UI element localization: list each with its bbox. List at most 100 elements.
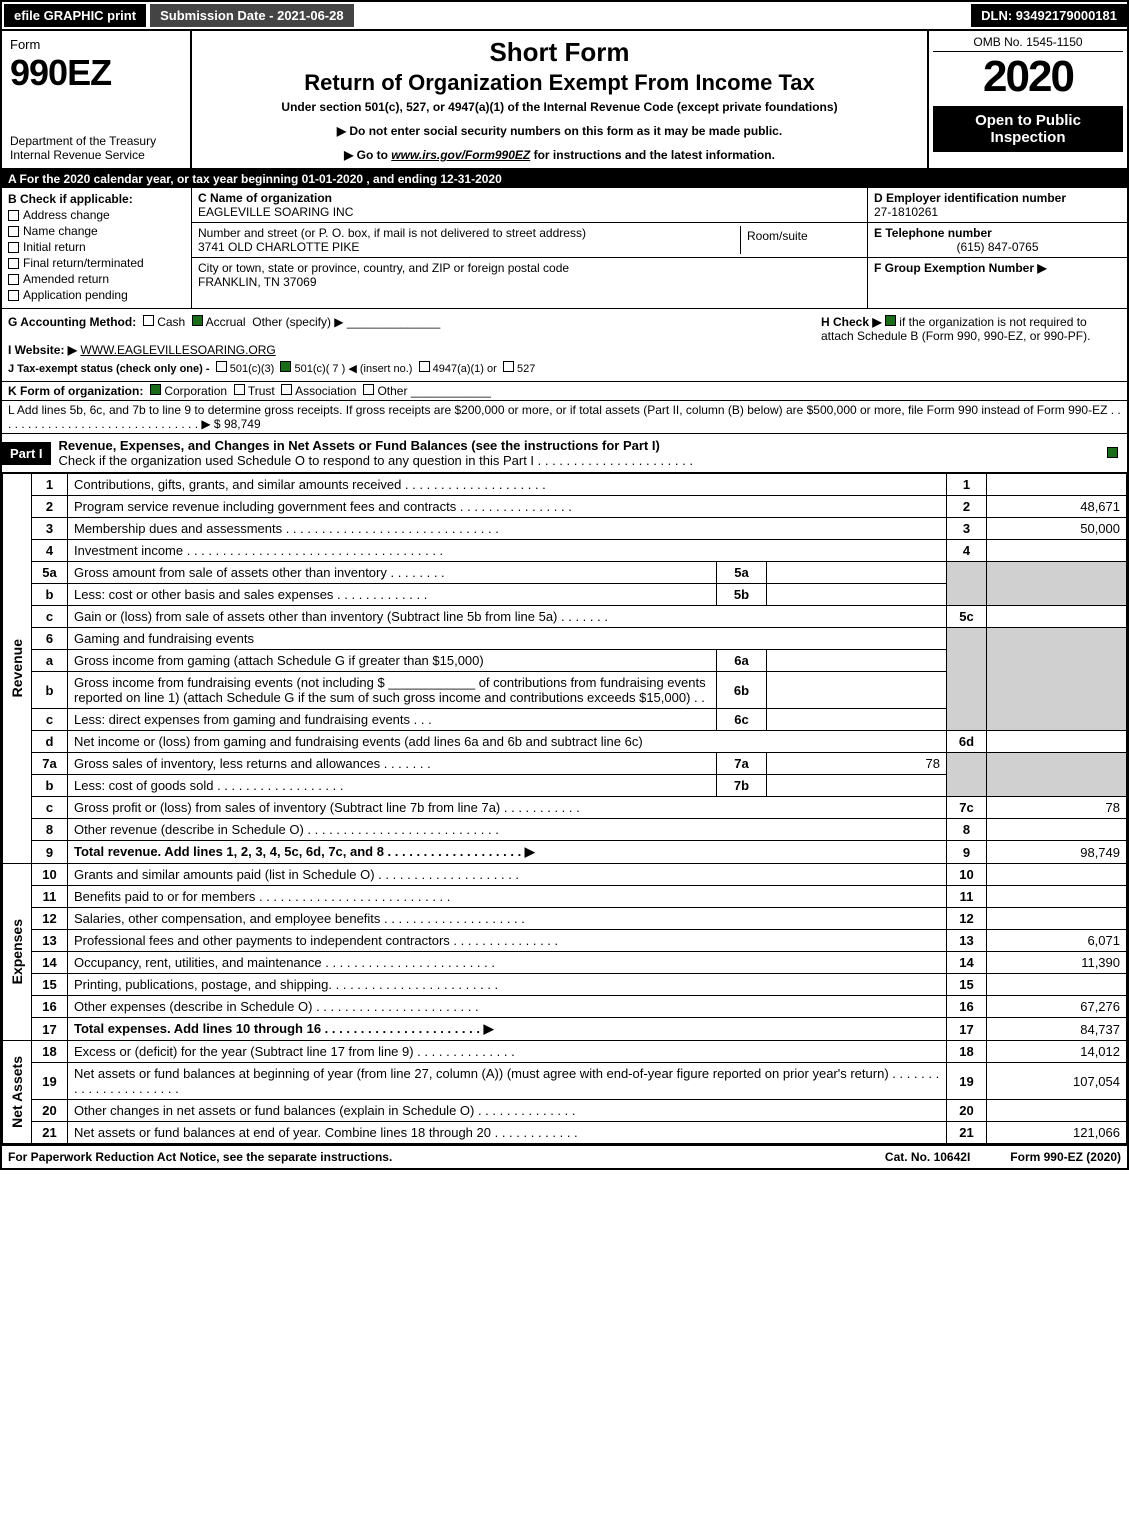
street-cell: Number and street (or P. O. box, if mail… bbox=[192, 223, 867, 258]
header-right: OMB No. 1545-1150 2020 Open to Public In… bbox=[927, 31, 1127, 168]
form-label: Form bbox=[10, 37, 182, 52]
line-desc: Occupancy, rent, utilities, and maintena… bbox=[68, 952, 947, 974]
row-11: 11Benefits paid to or for members . . . … bbox=[3, 886, 1127, 908]
chk-schedule-b[interactable] bbox=[885, 315, 896, 326]
part-1-sub: Check if the organization used Schedule … bbox=[59, 453, 693, 468]
row-15: 15Printing, publications, postage, and s… bbox=[3, 974, 1127, 996]
line-desc: Program service revenue including govern… bbox=[68, 496, 947, 518]
line-desc: Contributions, gifts, grants, and simila… bbox=[68, 474, 947, 496]
accounting-schedule-block: G Accounting Method: Cash Accrual Other … bbox=[2, 309, 1127, 382]
row-21: 21Net assets or fund balances at end of … bbox=[3, 1122, 1127, 1144]
line-ref: 9 bbox=[947, 841, 987, 864]
line-ref: 6d bbox=[947, 731, 987, 753]
k-other: Other bbox=[377, 384, 407, 398]
expenses-section-label: Expenses bbox=[3, 864, 32, 1041]
grey-cell bbox=[947, 562, 987, 606]
g-label: G Accounting Method: bbox=[8, 315, 136, 329]
line-desc: Benefits paid to or for members . . . . … bbox=[68, 886, 947, 908]
line-num: 7a bbox=[32, 753, 68, 775]
line-ref: 16 bbox=[947, 996, 987, 1018]
line-desc: Salaries, other compensation, and employ… bbox=[68, 908, 947, 930]
col-b-heading: B Check if applicable: bbox=[8, 192, 185, 206]
line-ref: 10 bbox=[947, 864, 987, 886]
row-18: Net Assets 18Excess or (deficit) for the… bbox=[3, 1041, 1127, 1063]
line-amount bbox=[987, 1100, 1127, 1122]
g-cash: Cash bbox=[157, 315, 185, 329]
row-8: 8 Other revenue (describe in Schedule O)… bbox=[3, 819, 1127, 841]
line-desc: Professional fees and other payments to … bbox=[68, 930, 947, 952]
form-990ez-page: efile GRAPHIC print Submission Date - 20… bbox=[0, 0, 1129, 1170]
chk-4947[interactable] bbox=[419, 361, 430, 372]
chk-application-pending[interactable]: Application pending bbox=[8, 288, 185, 302]
j-527: 527 bbox=[517, 363, 535, 375]
row-14: 14Occupancy, rent, utilities, and mainte… bbox=[3, 952, 1127, 974]
row-3: 3 Membership dues and assessments . . . … bbox=[3, 518, 1127, 540]
line-amount: 11,390 bbox=[987, 952, 1127, 974]
line-ref: 5c bbox=[947, 606, 987, 628]
row-5c: c Gain or (loss) from sale of assets oth… bbox=[3, 606, 1127, 628]
chk-amended-return[interactable]: Amended return bbox=[8, 272, 185, 286]
line-amount bbox=[987, 819, 1127, 841]
line-num: 11 bbox=[32, 886, 68, 908]
h-label: H Check ▶ bbox=[821, 315, 882, 329]
g-other: Other (specify) ▶ bbox=[252, 315, 343, 329]
chk-corporation[interactable] bbox=[150, 384, 161, 395]
chk-association[interactable] bbox=[281, 384, 292, 395]
chk-other-org[interactable] bbox=[363, 384, 374, 395]
line-num: b bbox=[32, 584, 68, 606]
line-desc: Investment income . . . . . . . . . . . … bbox=[68, 540, 947, 562]
sub-amount: 78 bbox=[767, 753, 947, 775]
line-amount: 50,000 bbox=[987, 518, 1127, 540]
line-desc: Excess or (deficit) for the year (Subtra… bbox=[68, 1041, 947, 1063]
part-1-check[interactable] bbox=[1097, 446, 1127, 461]
org-name: EAGLEVILLE SOARING INC bbox=[198, 205, 861, 219]
chk-trust[interactable] bbox=[234, 384, 245, 395]
chk-accrual[interactable] bbox=[192, 315, 203, 326]
chk-label: Initial return bbox=[23, 240, 86, 254]
omb-number: OMB No. 1545-1150 bbox=[933, 35, 1123, 52]
line-desc: Gross income from fundraising events (no… bbox=[68, 672, 717, 709]
irs-link[interactable]: www.irs.gov/Form990EZ bbox=[391, 148, 530, 162]
row-7c: c Gross profit or (loss) from sales of i… bbox=[3, 797, 1127, 819]
chk-501c[interactable] bbox=[280, 361, 291, 372]
website-link[interactable]: WWW.EAGLEVILLESOARING.ORG bbox=[80, 343, 275, 357]
catalog-number: Cat. No. 10642I bbox=[885, 1150, 970, 1164]
line-ref: 11 bbox=[947, 886, 987, 908]
chk-name-change[interactable]: Name change bbox=[8, 224, 185, 238]
line-num: 4 bbox=[32, 540, 68, 562]
chk-501c3[interactable] bbox=[216, 361, 227, 372]
chk-initial-return[interactable]: Initial return bbox=[8, 240, 185, 254]
g-accrual: Accrual bbox=[206, 315, 246, 329]
line-ref: 1 bbox=[947, 474, 987, 496]
chk-label: Application pending bbox=[23, 288, 128, 302]
line-amount: 78 bbox=[987, 797, 1127, 819]
chk-527[interactable] bbox=[503, 361, 514, 372]
line-desc: Less: direct expenses from gaming and fu… bbox=[68, 709, 717, 731]
j-501c3: 501(c)(3) bbox=[230, 363, 275, 375]
ein-label: D Employer identification number bbox=[874, 191, 1121, 205]
section-a-tax-year: A For the 2020 calendar year, or tax yea… bbox=[2, 170, 1127, 188]
efile-print-button[interactable]: efile GRAPHIC print bbox=[4, 4, 146, 27]
row-10: Expenses 10 Grants and similar amounts p… bbox=[3, 864, 1127, 886]
chk-label: Final return/terminated bbox=[23, 256, 144, 270]
open-to-public: Open to Public Inspection bbox=[933, 106, 1123, 152]
line-desc: Gross income from gaming (attach Schedul… bbox=[68, 650, 717, 672]
header-left: Form 990EZ Department of the Treasury In… bbox=[2, 31, 192, 168]
submission-date: Submission Date - 2021-06-28 bbox=[150, 4, 354, 27]
col-b-checkboxes: B Check if applicable: Address change Na… bbox=[2, 188, 192, 308]
chk-label: Address change bbox=[23, 208, 110, 222]
line-num: c bbox=[32, 709, 68, 731]
line-num: 14 bbox=[32, 952, 68, 974]
line-amount bbox=[987, 731, 1127, 753]
line-desc: Membership dues and assessments . . . . … bbox=[68, 518, 947, 540]
k-label: K Form of organization: bbox=[8, 384, 143, 398]
line-amount bbox=[987, 864, 1127, 886]
line-num: 3 bbox=[32, 518, 68, 540]
chk-cash[interactable] bbox=[143, 315, 154, 326]
line-ref: 21 bbox=[947, 1122, 987, 1144]
part-1-header-row: Part I Revenue, Expenses, and Changes in… bbox=[2, 434, 1127, 473]
chk-final-return[interactable]: Final return/terminated bbox=[8, 256, 185, 270]
line-desc: Gross amount from sale of assets other t… bbox=[68, 562, 717, 584]
line-amount bbox=[987, 540, 1127, 562]
chk-address-change[interactable]: Address change bbox=[8, 208, 185, 222]
